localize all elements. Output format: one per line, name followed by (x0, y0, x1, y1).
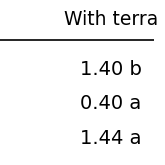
Text: With terra: With terra (64, 10, 158, 29)
Text: 1.40 b: 1.40 b (80, 60, 142, 79)
Text: 1.44 a: 1.44 a (80, 129, 141, 148)
Text: 0.40 a: 0.40 a (80, 94, 141, 114)
